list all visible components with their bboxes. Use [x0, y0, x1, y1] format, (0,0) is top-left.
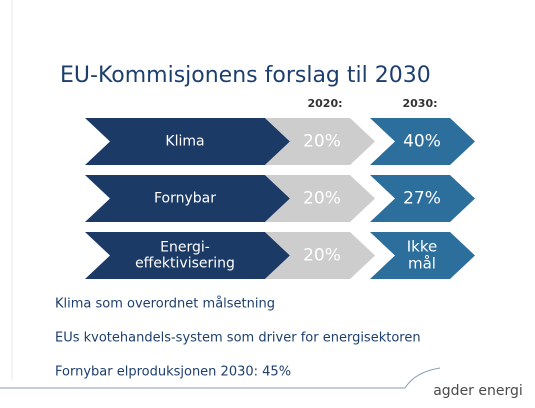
chevron-2020: [265, 232, 375, 279]
bullet: Klima som overordnet målsetning: [55, 297, 275, 312]
logo-swoosh: [404, 367, 441, 389]
value-2030: 27%: [403, 189, 441, 209]
bullet: Fornybar elproduksjonen 2030: 45%: [55, 365, 291, 380]
bullet: EUs kvotehandels-system som driver for e…: [55, 331, 421, 346]
chevron-label: [85, 175, 290, 222]
column-header: 2030:: [402, 97, 437, 110]
row-label: effektivisering: [135, 256, 235, 272]
chevron-2030: [370, 232, 475, 279]
chevron-2030: [370, 175, 475, 222]
row-label: Fornybar: [154, 191, 216, 207]
value-2020: 20%: [303, 246, 341, 266]
value-2030: 40%: [403, 132, 441, 152]
chevron-label: [85, 118, 290, 165]
value-2030: Ikke: [407, 237, 438, 255]
chevron-2020: [265, 118, 375, 165]
row-label: Energi-: [160, 239, 210, 255]
value-2020: 20%: [303, 132, 341, 152]
logo: agder energi: [433, 383, 523, 399]
value-2030: mål: [408, 255, 436, 273]
chevron-2030: [370, 118, 475, 165]
column-header: 2020:: [307, 97, 342, 110]
slide-title: EU-Kommisjonens forslag til 2030: [60, 63, 431, 88]
chevron-2020: [265, 175, 375, 222]
chevron-label: [85, 232, 290, 279]
value-2020: 20%: [303, 189, 341, 209]
row-label: Klima: [165, 134, 204, 150]
